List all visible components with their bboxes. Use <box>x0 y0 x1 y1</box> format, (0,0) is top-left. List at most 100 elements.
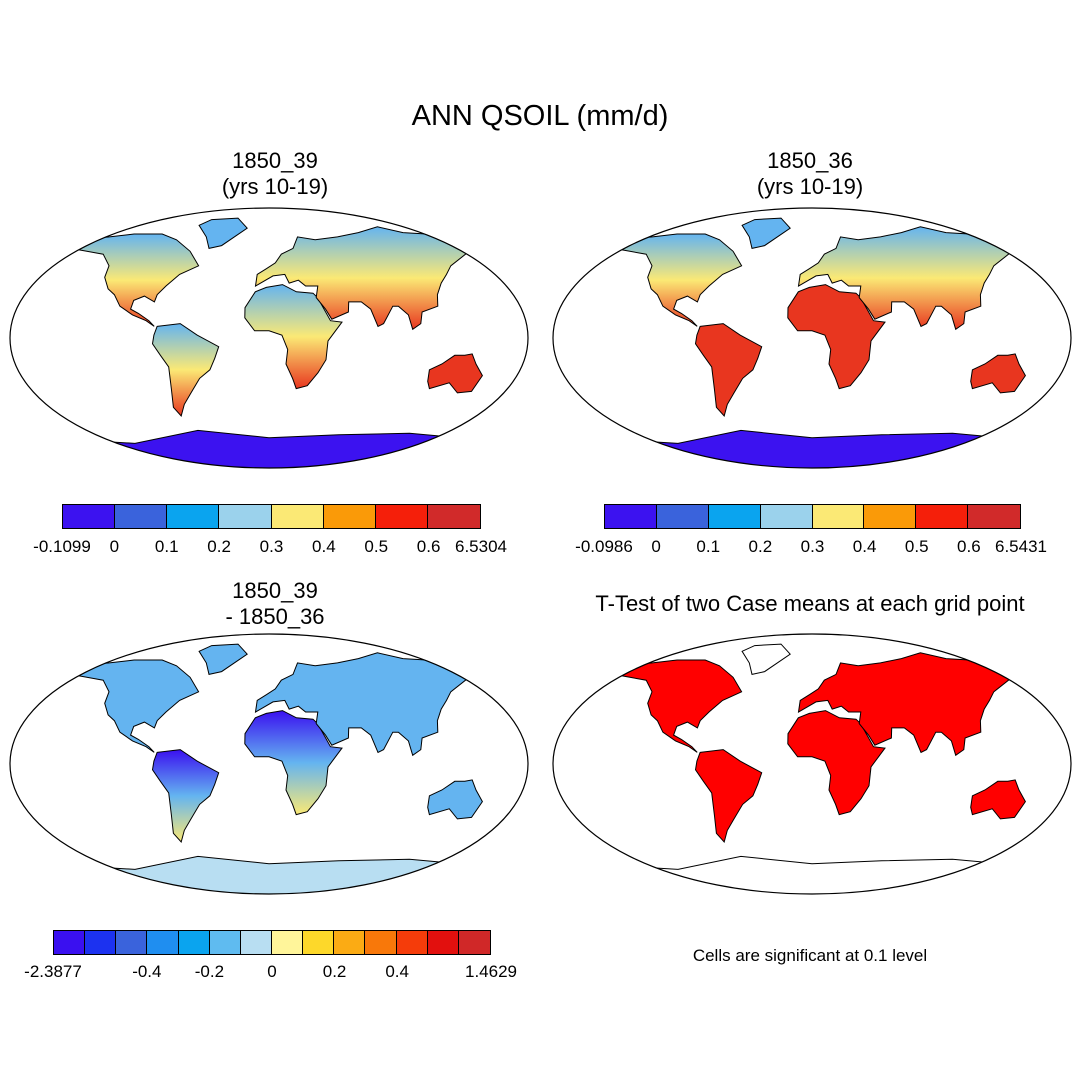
colorbar-1850-39 <box>62 504 481 529</box>
colorbar-tick-label: 0.2 <box>322 962 347 981</box>
map-frame <box>552 633 1072 895</box>
panel-2-title: 1850_36 (yrs 10-19) <box>675 148 945 200</box>
continent-australia <box>427 779 483 820</box>
panel-3-title-line1: 1850_39 <box>232 578 318 603</box>
colorbar-tick-label: 0.3 <box>800 537 825 556</box>
panel-4-title: T-Test of two Case means at each grid po… <box>595 591 1025 616</box>
colorbar-swatch <box>167 505 220 528</box>
colorbar-swatch <box>116 931 148 954</box>
colorbar-tick-label: 6.5304 <box>455 537 507 556</box>
colorbar-swatch <box>375 505 428 528</box>
colorbar-tick-label: 0.1 <box>154 537 179 556</box>
continent-australia <box>427 353 483 394</box>
colorbar-tick-label: 0.5 <box>364 537 389 556</box>
continent-samerica <box>151 749 220 844</box>
colorbar-swatch <box>864 505 917 528</box>
panel-1-title: 1850_39 (yrs 10-19) <box>140 148 410 200</box>
colorbar-swatch <box>54 931 86 954</box>
continent-greenland <box>741 217 791 249</box>
colorbar-tick-label: 0 <box>267 962 277 981</box>
colorbar-tick-label: -0.1099 <box>33 537 91 556</box>
continent-greenland <box>198 643 248 675</box>
colorbar-swatch <box>147 931 179 954</box>
colorbar-swatch <box>396 931 428 954</box>
map-panel-difference <box>9 633 529 895</box>
continent-namerica <box>70 659 200 753</box>
continent-africa <box>244 710 343 816</box>
colorbar-tick-label: -0.4 <box>132 962 162 981</box>
colorbar-swatch <box>708 505 761 528</box>
colorbar-swatch <box>458 931 490 954</box>
continent-africa <box>244 284 343 390</box>
colorbar-swatch <box>656 505 709 528</box>
colorbar-swatch <box>605 505 657 528</box>
colorbar-tick-label: 0.6 <box>416 537 441 556</box>
colorbar-swatch <box>219 505 272 528</box>
colorbar-swatch <box>760 505 813 528</box>
colorbar-tick-label: 0.4 <box>852 537 877 556</box>
colorbar-swatch <box>240 931 272 954</box>
colorbar-tick-label: 6.5431 <box>995 537 1047 556</box>
continent-africa <box>787 710 886 816</box>
colorbar-tick-label: 0 <box>109 537 120 556</box>
continent-eurasia <box>254 652 480 757</box>
map-panel-1850-36 <box>552 207 1072 469</box>
map-frame <box>552 207 1072 469</box>
colorbar-tick-label: 0.3 <box>259 537 284 556</box>
continent-samerica <box>694 323 763 418</box>
panel-2-title-line1: 1850_36 <box>767 148 853 173</box>
continent-australia <box>970 353 1026 394</box>
continent-australia <box>970 779 1026 820</box>
continent-antarctica <box>62 855 476 894</box>
figure-title: ANN QSOIL (mm/d) <box>411 100 669 132</box>
continent-greenland <box>741 643 791 675</box>
continent-eurasia <box>797 226 1023 331</box>
colorbar-swatch <box>85 931 117 954</box>
continent-namerica <box>70 233 200 327</box>
colorbar-swatch <box>427 931 459 954</box>
map-frame <box>9 633 529 895</box>
continent-greenland <box>198 217 248 249</box>
colorbar-tick-label: 0.4 <box>385 962 409 981</box>
continent-eurasia <box>797 652 1023 757</box>
colorbar-difference <box>53 930 491 955</box>
colorbar-tick-label: -0.2 <box>194 962 225 981</box>
significance-note: Cells are significant at 0.1 level <box>692 946 928 965</box>
continent-antarctica <box>605 429 1019 468</box>
colorbar-swatch <box>178 931 210 954</box>
panel-1-title-line1: 1850_39 <box>232 148 318 173</box>
continent-eurasia <box>254 226 480 331</box>
colorbar-swatch <box>271 505 324 528</box>
colorbar-tick-label: -2.3877 <box>24 962 82 981</box>
colorbar-1850-36 <box>604 504 1021 529</box>
colorbar-tick-label: 0 <box>651 537 661 556</box>
colorbar-tick-label: 0.4 <box>312 537 336 556</box>
colorbar-tick-label: 0.5 <box>904 537 929 556</box>
continent-africa <box>787 284 886 390</box>
colorbar-swatch <box>334 931 366 954</box>
map-panel-ttest <box>552 633 1072 895</box>
panel-3-title: 1850_39 - 1850_36 <box>140 578 410 630</box>
continent-namerica <box>613 233 743 327</box>
colorbar-swatch <box>63 505 116 528</box>
colorbar-tick-label: 0.2 <box>207 537 231 556</box>
panel-1-title-line2: (yrs 10-19) <box>221 174 329 199</box>
panel-3-title-line2: - 1850_36 <box>225 604 325 629</box>
colorbar-swatch <box>812 505 865 528</box>
colorbar-swatch <box>209 931 241 954</box>
colorbar-swatch <box>303 931 335 954</box>
map-panel-1850-39 <box>9 207 529 469</box>
colorbar-swatch <box>916 505 969 528</box>
colorbar-tick-label: 0.6 <box>957 537 981 556</box>
colorbar-swatch <box>365 931 397 954</box>
continent-antarctica <box>62 429 476 468</box>
colorbar-tick-label: 1.4629 <box>465 962 517 981</box>
colorbar-tick-label: 0.1 <box>696 537 721 556</box>
continent-antarctica <box>605 855 1019 894</box>
colorbar-tick-label: 0.2 <box>748 537 773 556</box>
colorbar-tick-label: -0.0986 <box>575 537 633 556</box>
colorbar-swatch <box>115 505 168 528</box>
map-frame <box>9 207 529 469</box>
continent-samerica <box>694 749 763 844</box>
panel-2-title-line2: (yrs 10-19) <box>756 174 864 199</box>
